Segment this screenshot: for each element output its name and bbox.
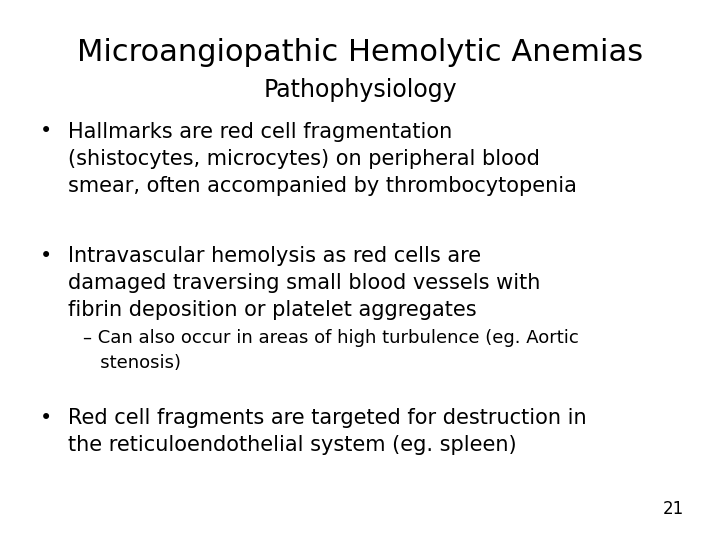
Text: 21: 21 xyxy=(662,501,684,518)
Text: Microangiopathic Hemolytic Anemias: Microangiopathic Hemolytic Anemias xyxy=(77,38,643,67)
Text: – Can also occur in areas of high turbulence (eg. Aortic
   stenosis): – Can also occur in areas of high turbul… xyxy=(83,329,579,372)
Text: Hallmarks are red cell fragmentation
(shistocytes, microcytes) on peripheral blo: Hallmarks are red cell fragmentation (sh… xyxy=(68,122,577,196)
Text: •: • xyxy=(40,408,52,428)
Text: •: • xyxy=(40,122,52,141)
Text: Red cell fragments are targeted for destruction in
the reticuloendothelial syste: Red cell fragments are targeted for dest… xyxy=(68,408,587,455)
Text: •: • xyxy=(40,246,52,266)
Text: Intravascular hemolysis as red cells are
damaged traversing small blood vessels : Intravascular hemolysis as red cells are… xyxy=(68,246,541,320)
Text: Pathophysiology: Pathophysiology xyxy=(264,78,456,102)
